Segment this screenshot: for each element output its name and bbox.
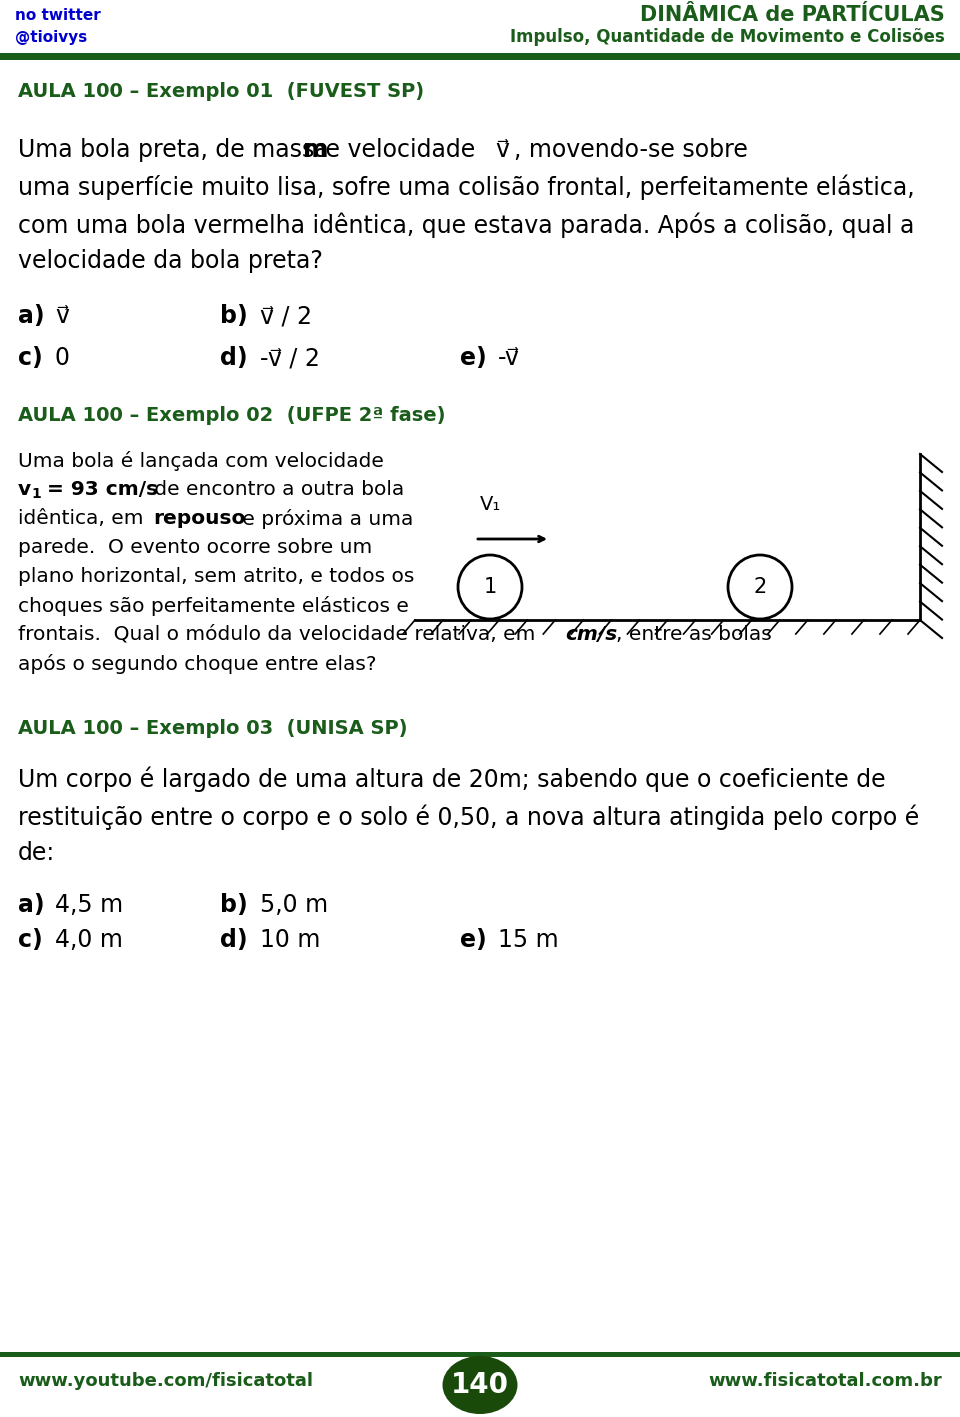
Text: 1: 1 bbox=[31, 487, 40, 502]
Text: e): e) bbox=[460, 928, 487, 952]
Bar bbox=[0, 52, 960, 60]
Text: b): b) bbox=[220, 305, 248, 327]
Text: d): d) bbox=[220, 346, 248, 370]
Text: , movendo-se sobre: , movendo-se sobre bbox=[514, 137, 748, 162]
Text: , entre as bolas: , entre as bolas bbox=[616, 625, 772, 643]
Text: 1: 1 bbox=[484, 577, 496, 597]
Text: e velocidade: e velocidade bbox=[318, 137, 483, 162]
Text: v⃗ / 2: v⃗ / 2 bbox=[260, 305, 312, 327]
Text: 0: 0 bbox=[55, 346, 70, 370]
Text: m: m bbox=[303, 137, 327, 162]
Text: de:: de: bbox=[18, 842, 56, 864]
Text: frontais.  Qual o módulo da velocidade relativa, em: frontais. Qual o módulo da velocidade re… bbox=[18, 625, 541, 643]
Text: com uma bola vermelha idêntica, que estava parada. Após a colisão, qual a: com uma bola vermelha idêntica, que esta… bbox=[18, 213, 914, 238]
Text: Uma bola preta, de massa: Uma bola preta, de massa bbox=[18, 137, 336, 162]
Text: no twitter: no twitter bbox=[15, 9, 101, 23]
Text: cm/s: cm/s bbox=[565, 625, 617, 643]
Text: AULA 100 – Exemplo 02  (UFPE 2ª fase): AULA 100 – Exemplo 02 (UFPE 2ª fase) bbox=[18, 407, 445, 425]
Text: velocidade da bola preta?: velocidade da bola preta? bbox=[18, 249, 323, 273]
Text: www.fisicatotal.com.br: www.fisicatotal.com.br bbox=[708, 1372, 942, 1390]
Text: 2: 2 bbox=[754, 577, 767, 597]
Text: Impulso, Quantidade de Movimento e Colisões: Impulso, Quantidade de Movimento e Colis… bbox=[511, 28, 945, 45]
Text: Um corpo é largado de uma altura de 20m; sabendo que o coeficiente de: Um corpo é largado de uma altura de 20m;… bbox=[18, 767, 886, 792]
Text: V₁: V₁ bbox=[480, 495, 501, 514]
Text: Uma bola é lançada com velocidade: Uma bola é lançada com velocidade bbox=[18, 451, 384, 470]
Text: e próxima a uma: e próxima a uma bbox=[236, 509, 414, 529]
Text: -v⃗: -v⃗ bbox=[498, 346, 520, 370]
Text: d): d) bbox=[220, 928, 248, 952]
Text: repouso: repouso bbox=[153, 509, 246, 529]
Text: v: v bbox=[18, 480, 31, 499]
Text: 4,5 m: 4,5 m bbox=[55, 893, 123, 917]
Text: www.youtube.com/fisicatotal: www.youtube.com/fisicatotal bbox=[18, 1372, 313, 1390]
Text: 15 m: 15 m bbox=[498, 928, 559, 952]
Text: v⃗: v⃗ bbox=[55, 305, 69, 327]
Text: e): e) bbox=[460, 346, 487, 370]
Text: -v⃗ / 2: -v⃗ / 2 bbox=[260, 346, 320, 370]
Text: após o segundo choque entre elas?: após o segundo choque entre elas? bbox=[18, 655, 376, 674]
Text: c): c) bbox=[18, 346, 43, 370]
Text: DINÂMICA de PARTÍCULAS: DINÂMICA de PARTÍCULAS bbox=[640, 6, 945, 26]
Text: AULA 100 – Exemplo 03  (UNISA SP): AULA 100 – Exemplo 03 (UNISA SP) bbox=[18, 718, 407, 738]
Text: 5,0 m: 5,0 m bbox=[260, 893, 328, 917]
Text: 140: 140 bbox=[451, 1372, 509, 1399]
Text: 4,0 m: 4,0 m bbox=[55, 928, 123, 952]
Text: idêntica, em: idêntica, em bbox=[18, 509, 150, 529]
Text: @tioivys: @tioivys bbox=[15, 30, 87, 45]
Text: parede.  O evento ocorre sobre um: parede. O evento ocorre sobre um bbox=[18, 538, 372, 557]
Text: = 93 cm/s: = 93 cm/s bbox=[40, 480, 158, 499]
Text: AULA 100 – Exemplo 01  (FUVEST SP): AULA 100 – Exemplo 01 (FUVEST SP) bbox=[18, 82, 424, 101]
Text: a): a) bbox=[18, 305, 44, 327]
Text: v⃗: v⃗ bbox=[495, 137, 509, 162]
Text: de encontro a outra bola: de encontro a outra bola bbox=[148, 480, 404, 499]
Text: plano horizontal, sem atrito, e todos os: plano horizontal, sem atrito, e todos os bbox=[18, 567, 415, 587]
Text: a): a) bbox=[18, 893, 44, 917]
Ellipse shape bbox=[443, 1356, 517, 1414]
Bar bbox=[0, 1352, 960, 1357]
Text: choques são perfeitamente elásticos e: choques são perfeitamente elásticos e bbox=[18, 597, 409, 616]
Text: 10 m: 10 m bbox=[260, 928, 321, 952]
Text: b): b) bbox=[220, 893, 248, 917]
Text: restituição entre o corpo e o solo é 0,50, a nova altura atingida pelo corpo é: restituição entre o corpo e o solo é 0,5… bbox=[18, 803, 920, 829]
Text: uma superfície muito lisa, sofre uma colisão frontal, perfeitamente elástica,: uma superfície muito lisa, sofre uma col… bbox=[18, 176, 915, 200]
Text: c): c) bbox=[18, 928, 43, 952]
